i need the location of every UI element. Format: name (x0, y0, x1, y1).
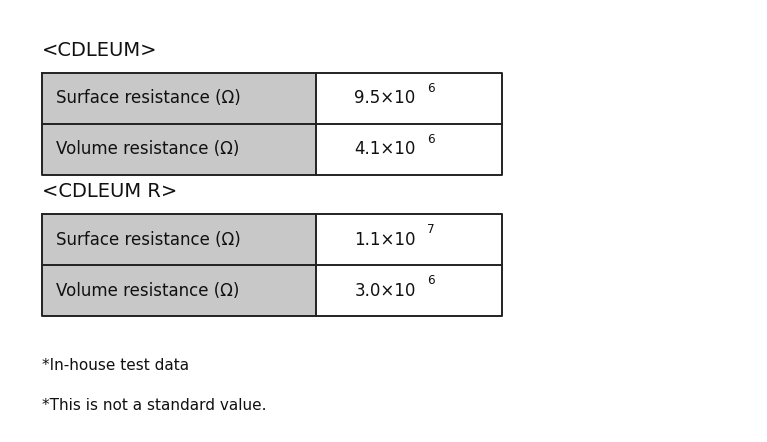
Bar (316, 214, 502, 265)
Text: 9.5×10: 9.5×10 (354, 89, 416, 107)
Text: 6: 6 (427, 82, 435, 95)
Text: Surface resistance (Ω): Surface resistance (Ω) (56, 231, 241, 249)
Text: 7: 7 (427, 223, 435, 236)
Bar (42, 214, 316, 265)
Text: 6: 6 (427, 274, 435, 287)
Text: *In-house test data: *In-house test data (42, 358, 189, 373)
Text: Volume resistance (Ω): Volume resistance (Ω) (56, 140, 239, 158)
Bar (316, 73, 502, 124)
Text: *This is not a standard value.: *This is not a standard value. (42, 398, 267, 413)
Text: 1.1×10: 1.1×10 (354, 231, 416, 249)
Text: 4.1×10: 4.1×10 (354, 140, 416, 158)
Text: Volume resistance (Ω): Volume resistance (Ω) (56, 282, 239, 300)
Bar (316, 124, 502, 175)
Bar (42, 265, 316, 316)
Text: 3.0×10: 3.0×10 (354, 282, 416, 300)
Text: <CDLEUM>: <CDLEUM> (42, 41, 158, 60)
Bar (42, 73, 316, 124)
Text: <CDLEUM R>: <CDLEUM R> (42, 182, 177, 201)
Text: Surface resistance (Ω): Surface resistance (Ω) (56, 89, 241, 107)
Bar (316, 265, 502, 316)
Text: 6: 6 (427, 133, 435, 145)
Bar (42, 124, 316, 175)
